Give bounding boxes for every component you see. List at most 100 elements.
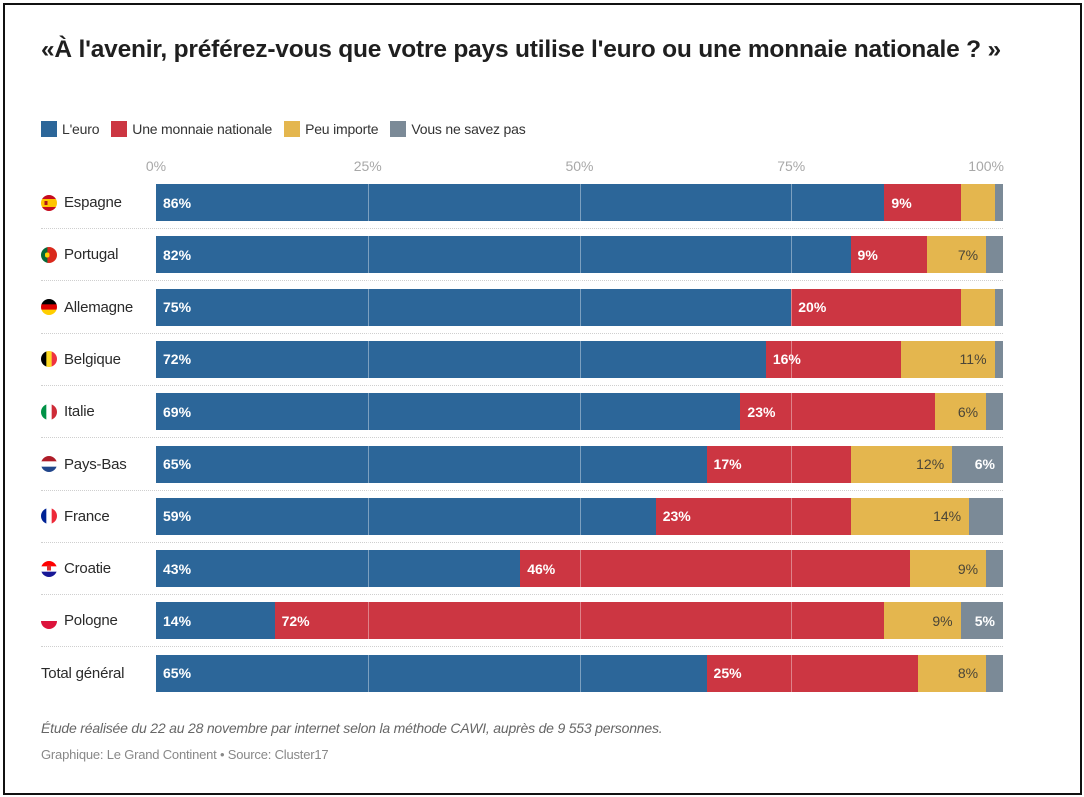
x-tick-label: 0% — [145, 158, 167, 174]
gridline — [791, 184, 793, 692]
belgium-flag-icon — [41, 351, 57, 368]
bar-segment: 75% — [156, 288, 792, 326]
row-label: Italie — [41, 393, 95, 430]
bar-segment — [986, 654, 1003, 692]
bar-segment: 14% — [850, 497, 970, 535]
x-tick-label: 75% — [777, 158, 806, 174]
x-tick-label: 100% — [968, 158, 1004, 174]
legend-label: Une monnaie nationale — [132, 121, 273, 137]
bar-segment — [960, 184, 995, 221]
legend-label: Peu importe — [305, 121, 379, 137]
bar-value-label: 59% — [163, 508, 192, 525]
france-flag-icon — [41, 508, 57, 525]
bar-segment: 16% — [765, 340, 902, 378]
bar-value-label: 8% — [957, 665, 979, 682]
row-label: France — [41, 498, 110, 535]
bar-segment: 17% — [706, 445, 851, 483]
italy-flag-icon — [41, 403, 57, 420]
row-label: Croatie — [41, 550, 111, 587]
bar-value-label: 9% — [857, 246, 878, 263]
bar-segment: 6% — [952, 445, 1003, 483]
bar-value-label: 6% — [957, 403, 979, 420]
row-label: Espagne — [41, 184, 122, 221]
bar-segment — [994, 288, 1003, 326]
bar-segment: 59% — [156, 497, 656, 535]
legend-swatch — [390, 121, 407, 137]
bar-segment: 65% — [156, 445, 707, 483]
bar-value-label: 75% — [163, 299, 192, 316]
bar-segment: 23% — [655, 497, 851, 535]
bar-segment — [986, 393, 1003, 431]
bar-segment: 72% — [156, 340, 766, 378]
bar-value-label: 5% — [974, 612, 995, 629]
bar-segment — [960, 288, 995, 326]
legend-label: L'euro — [62, 121, 100, 137]
bar-value-label: 25% — [713, 665, 742, 682]
poland-flag-icon — [41, 612, 57, 629]
bar-value-label: 86% — [163, 194, 192, 211]
row-separator — [41, 332, 1003, 334]
bar-segment: 9% — [850, 236, 927, 274]
bar-segment: 23% — [740, 393, 936, 431]
bar-segment: 82% — [156, 236, 851, 274]
row-label: Pologne — [41, 602, 118, 639]
row-separator — [41, 489, 1003, 491]
bar-value-label: 9% — [957, 560, 979, 577]
category-name: Pays-Bas — [64, 455, 127, 473]
bar-value-label: 20% — [798, 299, 827, 316]
legend-swatch — [111, 121, 128, 137]
bar-segment: 9% — [909, 550, 987, 588]
bar-segment: 65% — [156, 654, 707, 692]
category-name: Pologne — [64, 612, 118, 630]
bar-segment: 9% — [884, 602, 961, 640]
bar-value-label: 17% — [713, 456, 742, 472]
bar-value-label: 9% — [891, 194, 912, 211]
bar-value-label: 14% — [933, 508, 962, 525]
bar-value-label: 72% — [163, 351, 192, 368]
bar-value-label: 72% — [281, 612, 310, 629]
legend-item: Vous ne savez pas — [390, 121, 526, 137]
bar-segment — [986, 236, 1003, 274]
bar-segment: 8% — [918, 654, 987, 692]
bar-value-label: 65% — [163, 665, 192, 682]
bar-value-label: 9% — [932, 612, 953, 629]
row-label: Portugal — [41, 236, 118, 273]
bar-value-label: 14% — [163, 612, 192, 629]
bar-value-label: 65% — [163, 456, 192, 472]
category-name: Croatie — [64, 560, 111, 578]
category-name: Allemagne — [64, 298, 134, 316]
row-separator — [41, 646, 1003, 648]
netherlands-flag-icon — [41, 456, 57, 472]
bar-value-label: 23% — [662, 508, 691, 525]
chart-title: «À l'avenir, préférez-vous que votre pay… — [41, 36, 1001, 63]
x-tick-label: 50% — [565, 158, 594, 174]
category-name: France — [64, 507, 110, 525]
legend-item: Peu importe — [284, 121, 379, 137]
row-label: Allemagne — [41, 289, 133, 326]
bar-segment: 9% — [884, 184, 961, 221]
bar-segment — [994, 184, 1003, 221]
bar-segment: 46% — [520, 550, 910, 588]
bar-segment — [969, 497, 1003, 535]
gridline — [367, 184, 369, 692]
row-label: Total général — [41, 655, 124, 692]
bar-value-label: 11% — [959, 351, 987, 368]
bar-value-label: 16% — [772, 351, 801, 368]
image-border — [3, 3, 1082, 795]
x-tick-label: 25% — [353, 158, 382, 174]
category-name: Portugal — [64, 246, 119, 264]
row-label: Pays-Bas — [41, 446, 127, 483]
bar-segment: 12% — [850, 445, 953, 483]
bar-value-label: 82% — [163, 246, 192, 263]
category-name: Belgique — [64, 350, 121, 368]
bar-segment: 43% — [156, 550, 521, 588]
bar-value-label: 46% — [527, 560, 556, 577]
bar-value-label: 12% — [916, 456, 945, 472]
row-label: Belgique — [41, 341, 121, 378]
portugal-flag-icon — [41, 246, 57, 263]
category-name: Espagne — [64, 194, 122, 211]
row-separator — [41, 437, 1003, 439]
row-separator — [41, 594, 1003, 596]
bar-value-label: 23% — [747, 403, 776, 420]
row-separator — [41, 541, 1003, 543]
